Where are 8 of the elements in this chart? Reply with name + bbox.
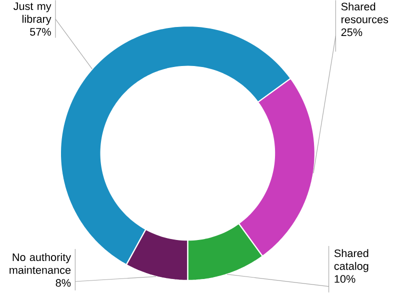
slice-label: Just my library xyxy=(13,2,52,26)
data-label: 25% xyxy=(341,28,362,36)
data-label: 8% xyxy=(56,279,71,287)
slice-label: Shared catalog xyxy=(334,249,368,272)
slice-label: No authority maintenance xyxy=(10,253,72,274)
data-label: 10% xyxy=(334,275,356,283)
data-label: 57% xyxy=(30,28,51,36)
slice-label: Shared resources xyxy=(341,2,388,24)
